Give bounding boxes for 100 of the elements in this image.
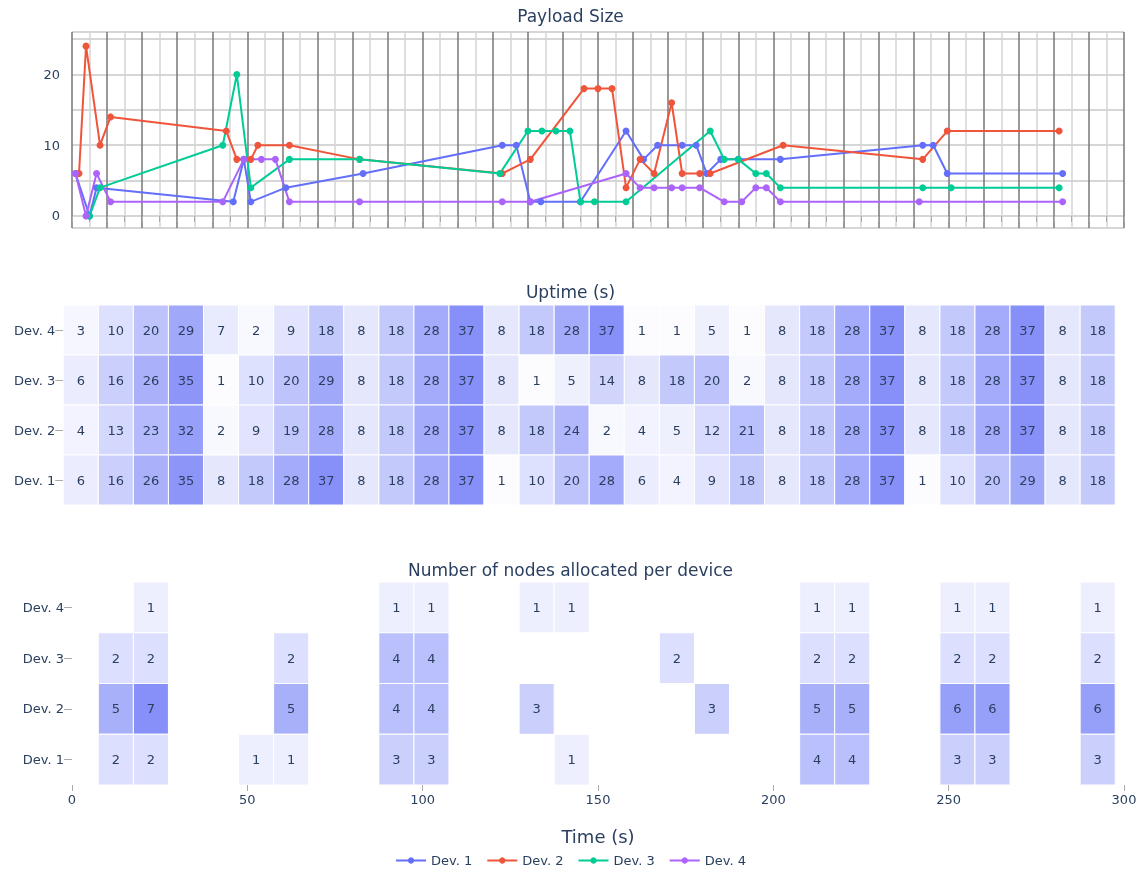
data-label: 3 — [953, 752, 962, 768]
y-tick-label: 10 — [43, 137, 60, 153]
point — [498, 198, 506, 206]
data-label: 4 — [392, 650, 401, 666]
data-label: 14 — [598, 372, 616, 388]
data-label: 5 — [848, 701, 857, 717]
point — [919, 184, 927, 192]
chart-title: Payload Size — [517, 5, 624, 26]
data-label: 8 — [918, 422, 927, 438]
data-label: 8 — [216, 472, 226, 488]
data-label: 18 — [1089, 472, 1106, 488]
data-label: 4 — [813, 752, 822, 768]
point — [1059, 198, 1067, 206]
data-label: 1 — [848, 599, 857, 615]
point — [654, 141, 662, 149]
data-label: 4 — [672, 472, 682, 488]
point — [96, 141, 104, 149]
data-label: 37 — [458, 422, 475, 438]
data-label: 7 — [146, 701, 156, 717]
data-label: 6 — [76, 472, 85, 488]
data-label: 3 — [76, 322, 85, 338]
y-tick-label: Dev. 3 — [22, 650, 64, 666]
data-label: 37 — [317, 472, 335, 488]
data-label: 8 — [777, 322, 787, 338]
point — [762, 170, 770, 178]
data-label: 1 — [392, 599, 401, 615]
point — [247, 198, 255, 206]
point — [222, 127, 230, 135]
point — [282, 184, 290, 192]
data-label: 1 — [1093, 599, 1102, 615]
point — [919, 141, 927, 149]
data-label: 12 — [703, 422, 721, 438]
data-label: 28 — [843, 472, 861, 488]
data-label: 18 — [317, 322, 335, 338]
point — [776, 155, 784, 163]
y-tick-label: Dev. 4 — [14, 322, 56, 338]
data-label: 4 — [76, 422, 85, 438]
data-label: 18 — [808, 322, 826, 338]
x-tick-label: 300 — [1111, 792, 1137, 807]
data-label: 5 — [287, 701, 296, 717]
data-label: 29 — [317, 372, 335, 388]
data-label: 8 — [357, 322, 366, 338]
data-label: 19 — [282, 422, 300, 438]
data-label: 2 — [216, 422, 226, 438]
data-label: 1 — [532, 599, 541, 615]
point — [943, 170, 951, 178]
data-label: 18 — [808, 372, 826, 388]
point — [271, 155, 279, 163]
data-label: 6 — [637, 472, 646, 488]
data-label: 1 — [146, 599, 156, 615]
x-tick-label: 150 — [585, 792, 611, 807]
data-label: 2 — [111, 650, 120, 666]
data-label: 10 — [247, 372, 265, 388]
point — [752, 184, 760, 192]
data-label: 1 — [216, 372, 226, 388]
data-label: 8 — [357, 472, 366, 488]
data-label: 3 — [988, 752, 997, 768]
point — [678, 141, 686, 149]
data-label: 4 — [637, 422, 646, 438]
point — [919, 155, 927, 163]
point — [591, 198, 598, 206]
data-label: 28 — [984, 422, 1001, 438]
data-label: 5 — [813, 701, 822, 717]
data-label: 16 — [107, 472, 125, 488]
data-label: 18 — [949, 372, 966, 388]
data-label: 5 — [672, 422, 682, 438]
data-label: 10 — [107, 322, 125, 338]
point — [537, 198, 545, 206]
data-label: 9 — [287, 322, 296, 338]
chart-title: Number of nodes allocated per device — [407, 559, 734, 580]
y-tick-label: Dev. 3 — [14, 372, 56, 388]
x-tick-label: 200 — [760, 792, 786, 807]
point — [779, 141, 787, 149]
y-tick-label: Dev. 1 — [22, 752, 64, 768]
point — [762, 184, 770, 192]
point — [247, 155, 255, 163]
data-label: 1 — [532, 372, 541, 388]
legend-label: Dev. 4 — [704, 853, 746, 868]
point — [692, 141, 700, 149]
point — [356, 198, 364, 206]
data-label: 28 — [423, 422, 440, 438]
data-label: 3 — [392, 752, 401, 768]
data-label: 8 — [637, 372, 646, 388]
data-label: 37 — [1019, 422, 1036, 438]
data-label: 1 — [672, 322, 682, 338]
data-label: 18 — [388, 422, 405, 438]
data-label: 18 — [808, 472, 826, 488]
data-label: 1 — [637, 322, 646, 338]
data-label: 18 — [388, 372, 405, 388]
data-label: 18 — [528, 422, 545, 438]
data-label: 26 — [142, 372, 160, 388]
data-label: 37 — [879, 422, 896, 438]
data-label: 1 — [988, 599, 997, 615]
data-label: 8 — [918, 372, 927, 388]
point — [254, 141, 262, 149]
data-label: 2 — [813, 650, 822, 666]
data-label: 10 — [949, 472, 966, 488]
x-tick-label: 50 — [239, 792, 256, 807]
point — [512, 141, 520, 149]
data-label: 28 — [423, 472, 440, 488]
